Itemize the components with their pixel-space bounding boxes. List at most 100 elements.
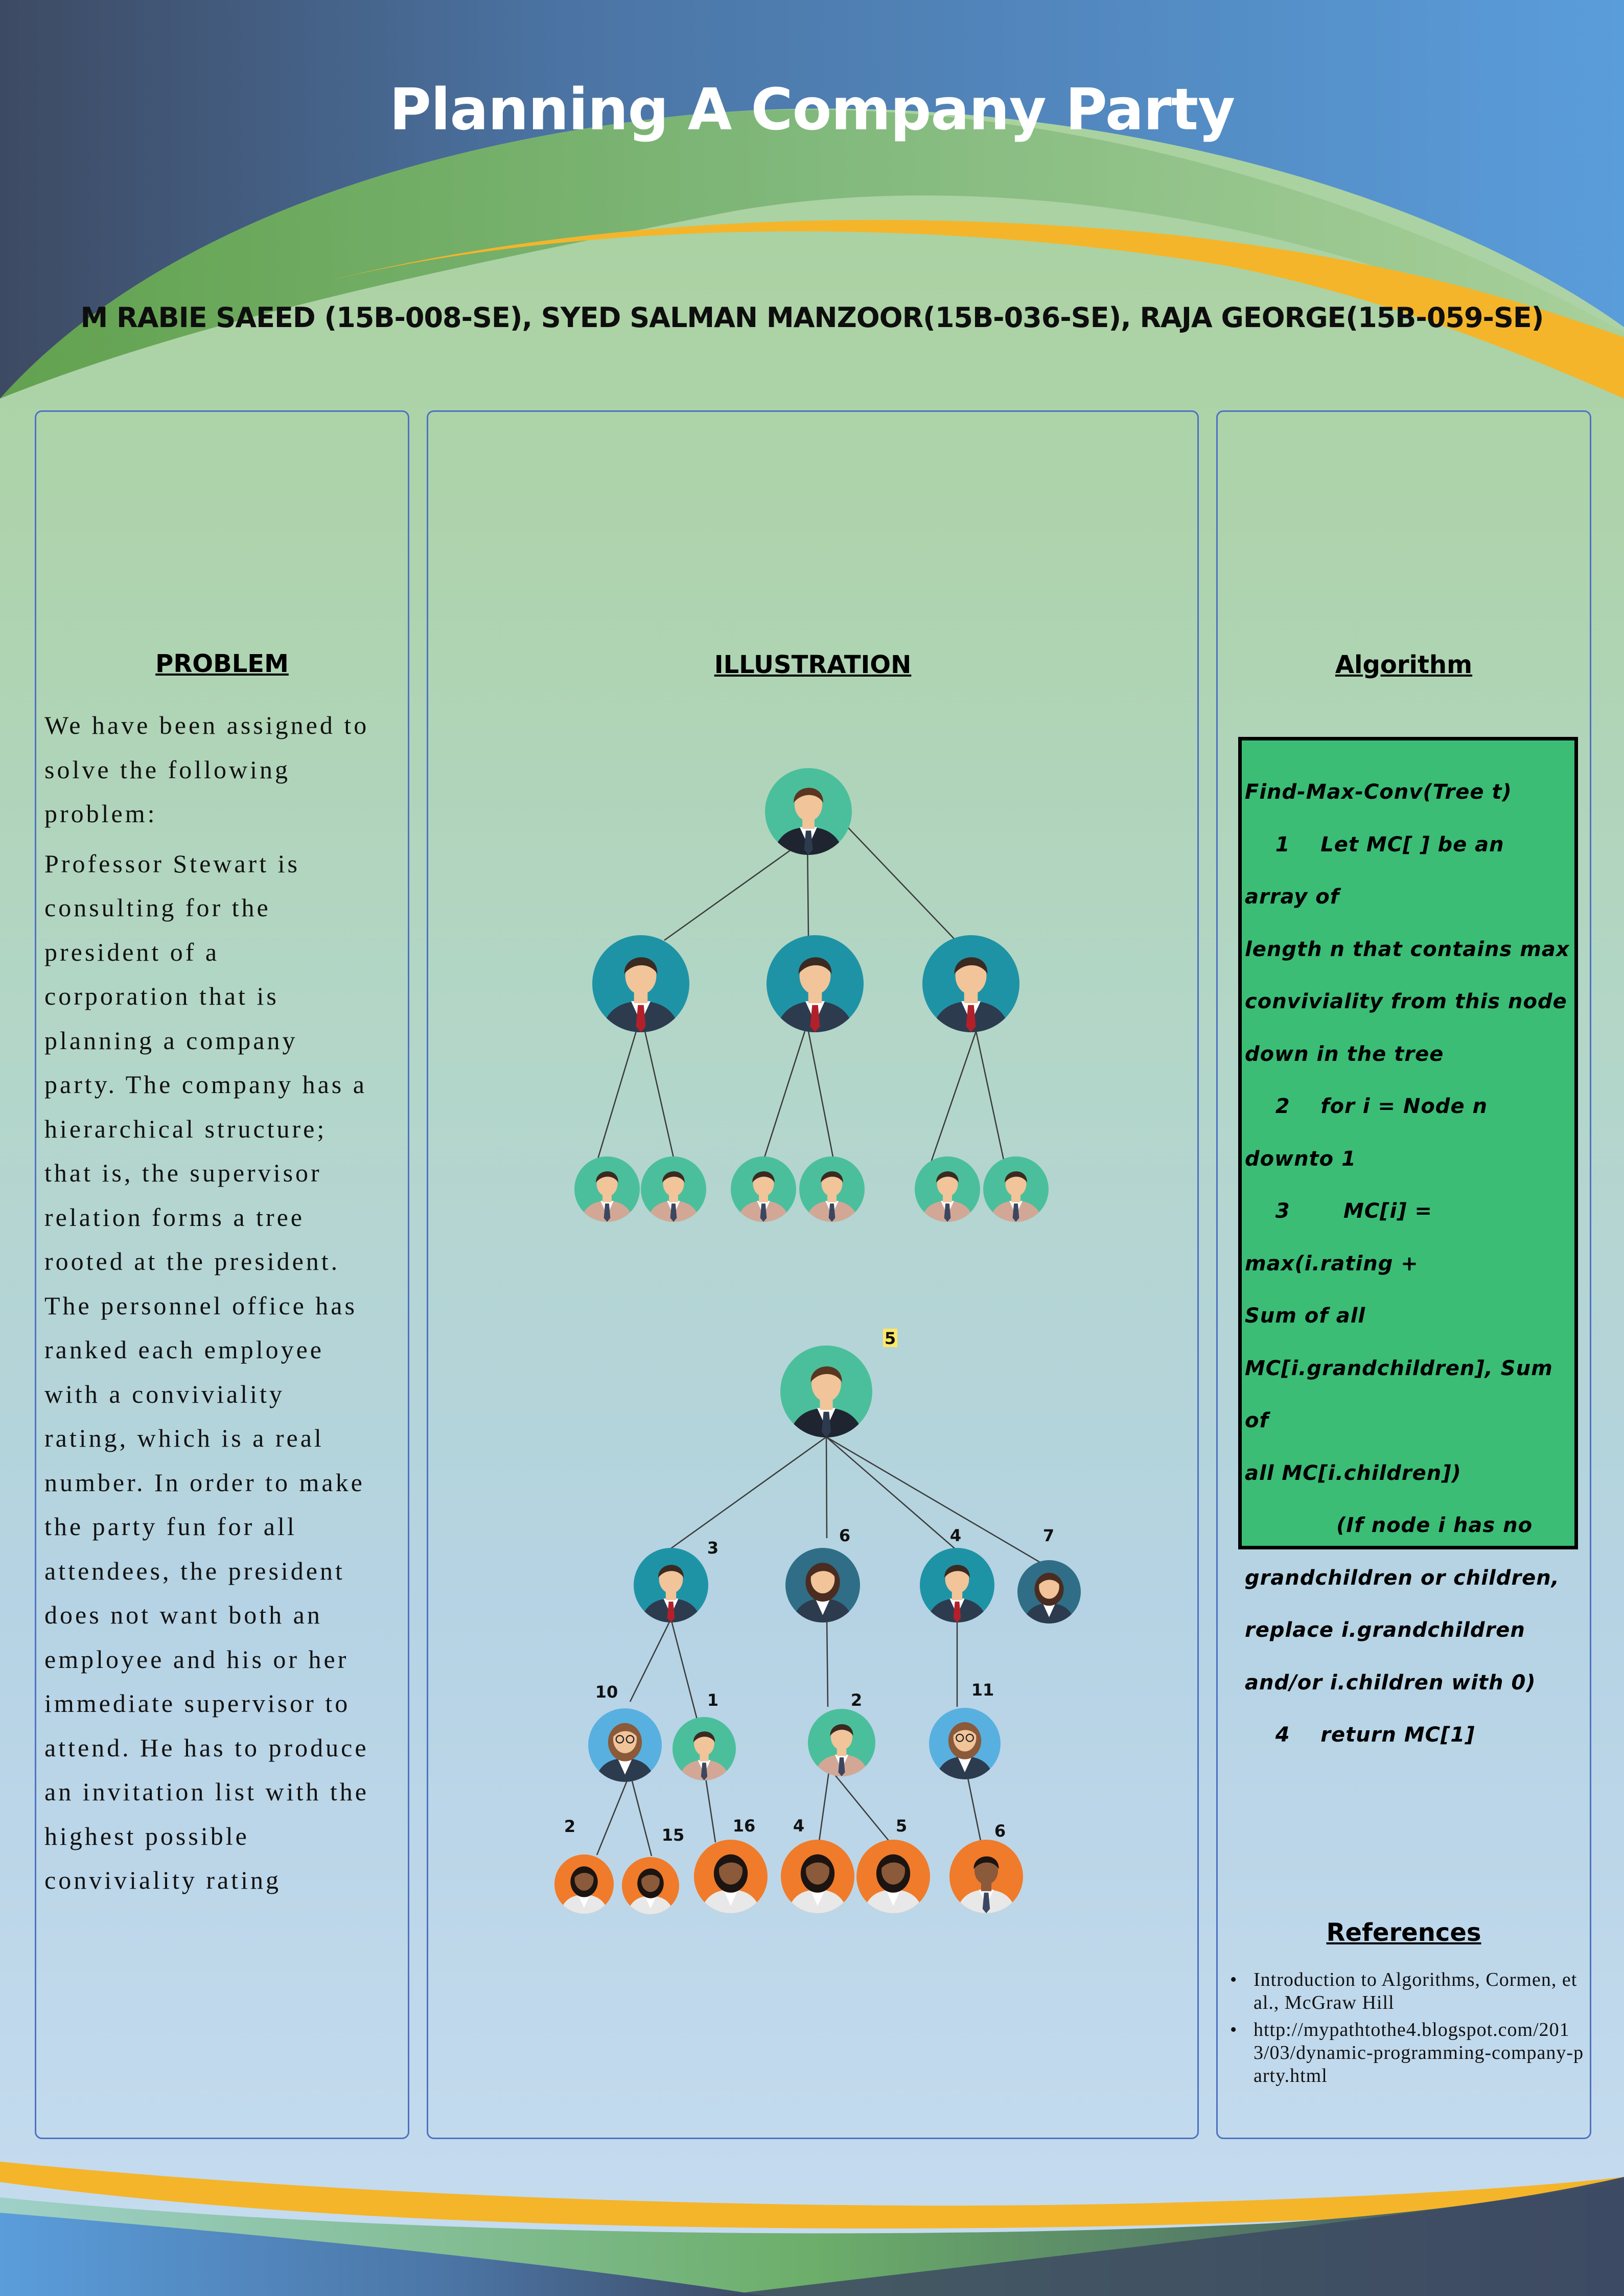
- rating-label: 16: [733, 1816, 756, 1836]
- tree-edge: [826, 1436, 1043, 1565]
- problem-line: solve the following: [44, 755, 291, 784]
- tree-edge: [629, 1618, 672, 1702]
- problem-line: attendees, the president: [44, 1556, 345, 1585]
- tree-edge: [965, 1768, 982, 1844]
- problem-line: immediate supervisor to: [44, 1689, 351, 1718]
- authors-line: M RABIE SAEED (15B-008-SE), SYED SALMAN …: [80, 302, 1544, 334]
- employee-avatar-icon: [731, 1156, 796, 1222]
- problem-line: We have been assigned to: [44, 711, 369, 739]
- rating-label: 1: [707, 1690, 718, 1710]
- algorithm-line: (If node i has no: [1245, 1514, 1533, 1537]
- rating-label: 4: [793, 1816, 804, 1836]
- woman-avatar-icon: [1017, 1560, 1081, 1624]
- poster-title: Planning A Company Party: [389, 77, 1235, 143]
- manager-avatar-icon: [922, 935, 1019, 1032]
- tree-edge: [629, 1773, 653, 1857]
- problem-line: ranked each employee: [44, 1335, 324, 1364]
- references-heading: References: [1326, 1918, 1481, 1947]
- rating-highlight: [883, 1329, 897, 1347]
- tree-edge: [596, 1031, 637, 1163]
- employee-avatar-icon: [808, 1709, 875, 1776]
- employee-avatar-icon: [574, 1156, 640, 1222]
- problem-line: The personnel office has: [44, 1291, 357, 1320]
- tree-edge: [670, 1618, 699, 1722]
- algorithm-line: 2 for i = Node n downto 1: [1245, 1095, 1495, 1171]
- woman-glasses-avatar-icon: [929, 1708, 1001, 1779]
- tree-edge: [703, 1768, 716, 1843]
- rating-label: 6: [839, 1526, 850, 1545]
- worker-woman-avatar-icon: [554, 1854, 614, 1914]
- employee-avatar-icon: [983, 1156, 1049, 1222]
- rating-label: 11: [971, 1680, 994, 1700]
- rating-label: 3: [707, 1538, 718, 1558]
- employee-avatar-icon: [641, 1156, 706, 1222]
- worker-woman-avatar-icon: [694, 1840, 768, 1913]
- rating-label: 7: [1043, 1526, 1054, 1545]
- illustration-panel: ILLUSTRATION: [427, 410, 1199, 2139]
- tree-edge: [818, 1768, 830, 1842]
- rating-label: 10: [595, 1682, 618, 1702]
- references-list: • Introduction to Algorithms, Cormen, et …: [1228, 1968, 1586, 2092]
- rating-label: 2: [564, 1817, 575, 1836]
- algorithm-line: grandchildren or children,: [1245, 1566, 1560, 1590]
- manager-avatar-icon: [920, 1548, 994, 1622]
- rating-label: 15: [662, 1825, 685, 1845]
- problem-line: highest possible: [44, 1821, 249, 1850]
- algorithm-line: Find-Max-Conv(Tree t): [1245, 780, 1512, 804]
- manager-avatar-icon: [634, 1548, 708, 1622]
- algorithm-panel: Algorithm Find-Max-Conv(Tree t) 1 Let MC…: [1216, 410, 1591, 2139]
- algorithm-line: all MC[i.children]): [1245, 1461, 1461, 1485]
- bullet-icon: •: [1230, 2019, 1238, 2040]
- manager-avatar-icon: [592, 935, 689, 1032]
- tree-edge: [644, 1031, 676, 1163]
- problem-line: that is, the supervisor: [44, 1158, 322, 1187]
- tree-edge: [826, 1436, 955, 1549]
- reference-item: • Introduction to Algorithms, Cormen, et …: [1228, 1968, 1586, 2014]
- problem-line: with a conviviality: [44, 1379, 285, 1408]
- algorithm-line: 3 MC[i] = max(i.rating +: [1245, 1199, 1440, 1275]
- algorithm-line: down in the tree: [1245, 1042, 1444, 1066]
- rating-label: 6: [994, 1821, 1006, 1841]
- problem-line: relation forms a tree: [44, 1202, 305, 1232]
- algorithm-line: replace i.grandchildren: [1245, 1618, 1525, 1642]
- reference-item: • http://mypathtothe4.blogspot.com/2013/0…: [1228, 2019, 1586, 2088]
- tree-edge: [664, 837, 808, 941]
- problem-line: number. In order to make: [44, 1468, 365, 1497]
- tree-edge: [807, 1031, 835, 1163]
- problem-panel: PROBLEM We have been assigned to solve th…: [35, 410, 409, 2139]
- president-avatar-icon: [780, 1346, 872, 1437]
- employee-avatar-icon: [799, 1156, 865, 1222]
- problem-line: planning a company: [44, 1026, 298, 1055]
- worker-avatar-icon: [949, 1840, 1023, 1913]
- algorithm-line: Sum of all: [1245, 1304, 1366, 1328]
- problem-text: We have been assigned to solve the follow…: [44, 703, 408, 1903]
- problem-line: Professor Stewart is: [44, 849, 300, 878]
- tree-nodes: [554, 768, 1081, 1914]
- tree-edges: [596, 827, 1043, 1857]
- woman-glasses-avatar-icon: [588, 1708, 662, 1782]
- employee-avatar-icon: [915, 1156, 980, 1222]
- reference-text: Introduction to Algorithms, Cormen, et a…: [1254, 1969, 1577, 2013]
- tree-edge: [930, 1031, 977, 1163]
- reference-text: http://mypathtothe4.blogspot.com/2013/03…: [1254, 2019, 1584, 2086]
- problem-line: does not want both an: [44, 1601, 322, 1629]
- tree-edge: [848, 827, 956, 941]
- rating-label: 5: [896, 1816, 907, 1836]
- algorithm-line: length n that contains max: [1245, 937, 1570, 961]
- problem-line: party. The company has a: [44, 1070, 367, 1099]
- problem-line: employee and his or her: [44, 1644, 349, 1674]
- bullet-icon: •: [1230, 1969, 1238, 1990]
- tree-edge: [596, 1773, 631, 1856]
- problem-line: rating, which is a real: [44, 1424, 324, 1452]
- tree-edge: [762, 1031, 806, 1163]
- problem-line: problem:: [44, 799, 157, 828]
- algorithm-line: and/or i.children with 0): [1245, 1671, 1536, 1695]
- tree-edge: [826, 1618, 829, 1707]
- problem-line: president of a: [44, 937, 220, 966]
- tree-edge: [975, 1031, 1005, 1163]
- algorithm-line: 1 Let MC[ ] be an array of: [1245, 832, 1512, 909]
- woman-avatar-icon: [785, 1548, 860, 1622]
- problem-line: conviviality rating: [44, 1866, 281, 1894]
- president-avatar-icon: [765, 768, 852, 855]
